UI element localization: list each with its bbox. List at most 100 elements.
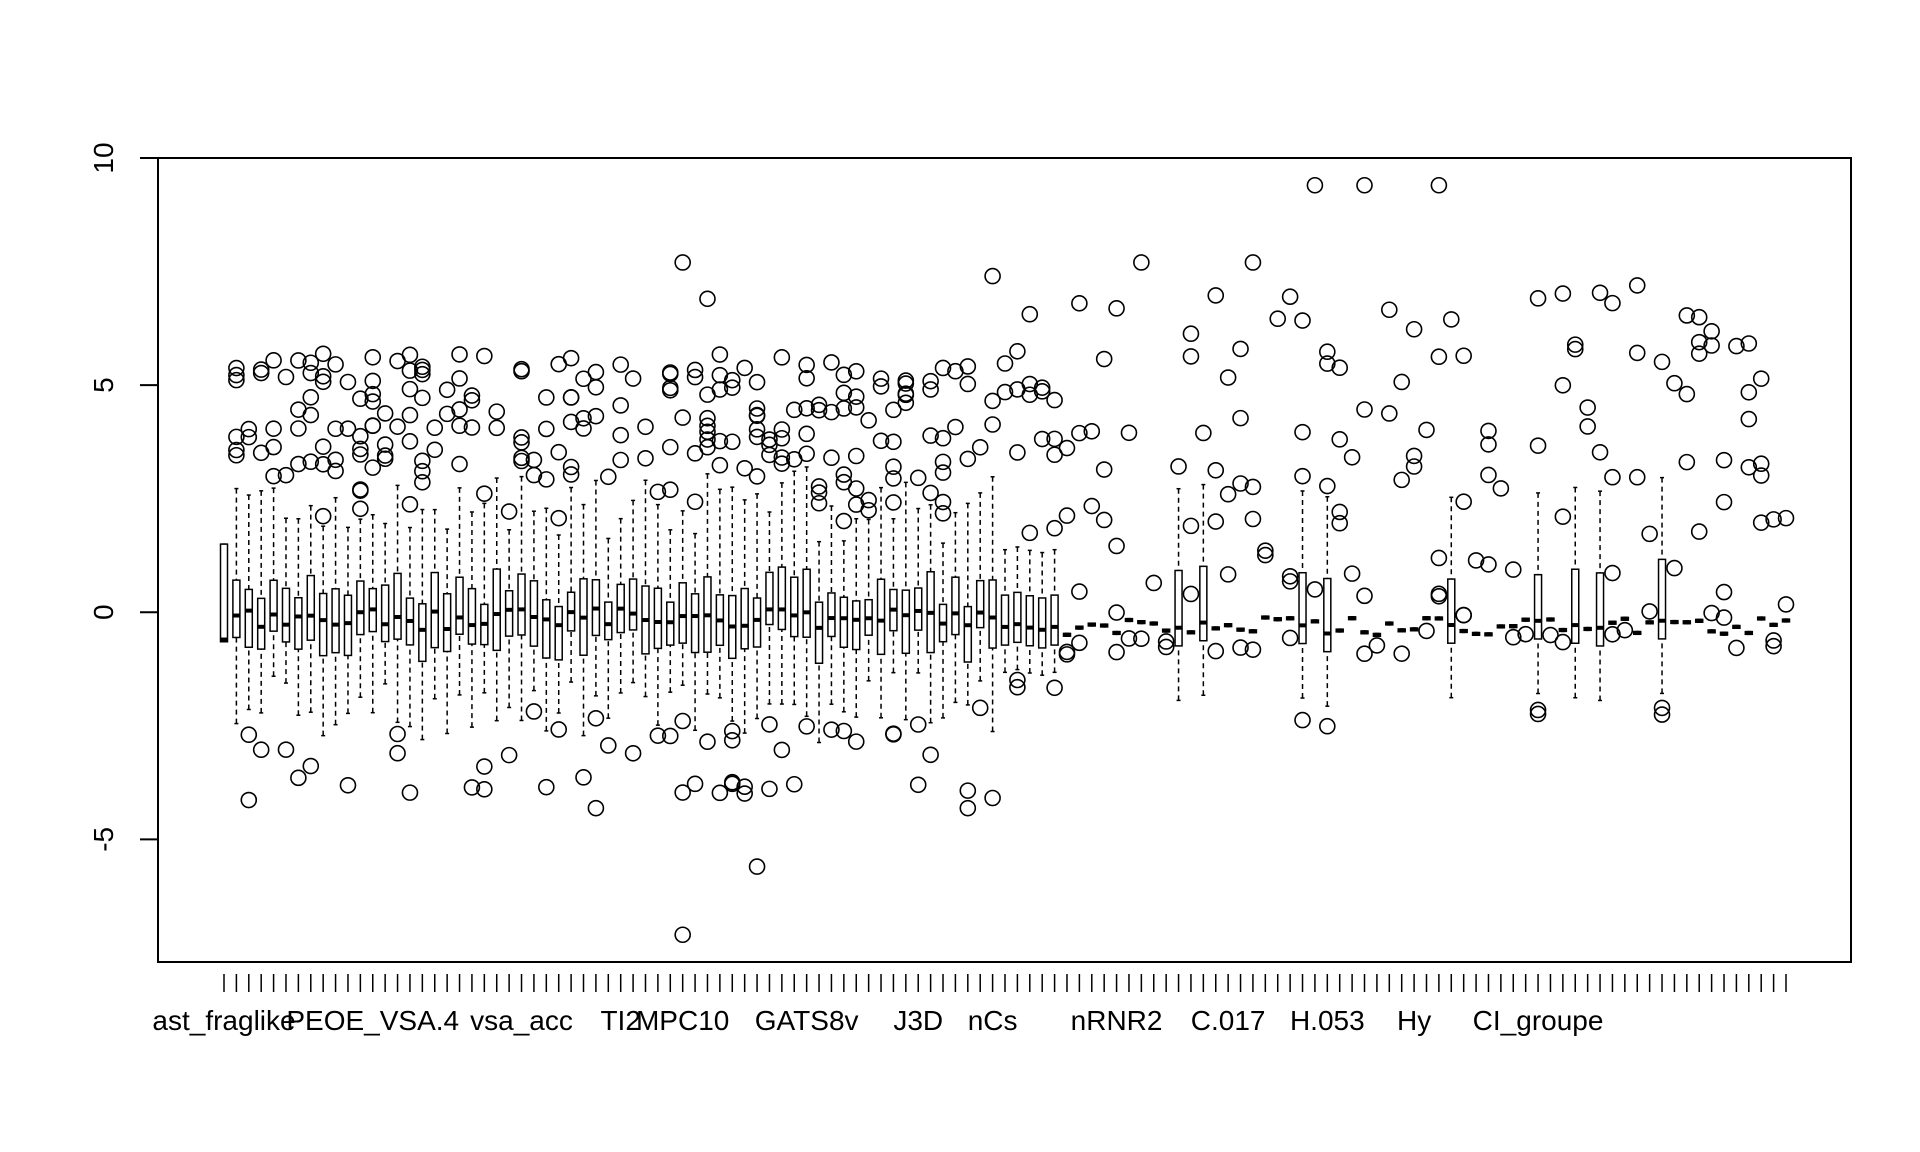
outlier-point bbox=[1207, 462, 1225, 479]
outlier-point bbox=[934, 505, 952, 522]
outlier-point bbox=[885, 470, 902, 487]
outlier-point bbox=[798, 356, 815, 374]
box-iqr bbox=[1533, 573, 1543, 640]
outlier-point bbox=[798, 718, 815, 735]
outlier-point bbox=[847, 399, 865, 416]
outlier-point bbox=[550, 443, 568, 461]
box-variable-22 bbox=[480, 502, 489, 694]
outlier-point bbox=[562, 349, 580, 367]
box-variable-14 bbox=[380, 522, 390, 685]
outlier-point bbox=[748, 406, 766, 424]
outlier-point bbox=[1095, 350, 1113, 368]
outlier-point bbox=[1232, 475, 1249, 492]
outlier-point bbox=[401, 496, 419, 513]
outlier-point bbox=[1467, 552, 1485, 569]
box-iqr bbox=[219, 543, 229, 643]
box-variable-21 bbox=[467, 511, 477, 728]
outlier-point bbox=[1492, 480, 1510, 497]
outlier-point bbox=[909, 469, 927, 487]
outlier-point bbox=[959, 358, 977, 375]
outlier-point bbox=[773, 449, 791, 466]
box-variable-59 bbox=[938, 542, 948, 719]
outlier-point bbox=[723, 731, 741, 749]
outlier-point bbox=[835, 366, 853, 384]
outlier-point bbox=[1356, 401, 1373, 418]
box-iqr bbox=[814, 601, 824, 664]
outlier-point bbox=[1071, 295, 1088, 312]
box-variable-69 bbox=[1062, 632, 1072, 637]
outlier-point bbox=[723, 773, 741, 791]
outlier-point bbox=[1765, 637, 1782, 655]
outlier-point bbox=[538, 420, 555, 438]
outlier-point bbox=[538, 778, 555, 796]
outlier-point bbox=[1765, 511, 1782, 528]
outlier-point bbox=[885, 725, 902, 742]
outlier-point bbox=[364, 417, 382, 434]
outlier-point bbox=[401, 346, 419, 364]
outlier-point bbox=[1281, 567, 1299, 585]
outlier-point bbox=[426, 441, 444, 459]
outlier-point bbox=[711, 381, 729, 398]
outlier-point bbox=[240, 726, 258, 744]
outlier-point bbox=[1232, 409, 1249, 427]
outlier-point bbox=[265, 467, 282, 485]
x-tick-label: nCs bbox=[968, 1005, 1018, 1036]
outlier-point bbox=[885, 494, 902, 511]
outlier-point bbox=[414, 389, 431, 407]
outlier-point bbox=[587, 363, 605, 381]
box-variable-33 bbox=[616, 517, 625, 694]
outlier-point bbox=[476, 347, 493, 365]
outlier-point bbox=[1331, 514, 1349, 532]
outlier-point bbox=[736, 459, 753, 477]
outlier-point bbox=[364, 393, 382, 410]
x-tick-label: TI2 bbox=[600, 1005, 640, 1036]
box-variable-71 bbox=[1087, 622, 1097, 627]
outlier-point bbox=[302, 388, 320, 406]
outlier-point bbox=[587, 709, 605, 727]
outlier-point bbox=[240, 791, 258, 809]
box-variable-17 bbox=[418, 508, 427, 741]
outlier-point bbox=[1232, 639, 1249, 656]
outlier-point bbox=[649, 483, 667, 501]
outlier-point bbox=[835, 512, 853, 530]
outlier-point bbox=[1294, 467, 1311, 485]
box-iqr bbox=[963, 605, 973, 663]
box-variable-106 bbox=[1521, 617, 1530, 622]
box-iqr bbox=[777, 566, 787, 631]
outlier-point bbox=[414, 474, 431, 491]
box-variable-123 bbox=[1732, 624, 1741, 630]
box-variable-45 bbox=[765, 511, 774, 705]
outlier-point bbox=[438, 381, 456, 399]
box-variable-31 bbox=[591, 479, 601, 697]
box-variable-88 bbox=[1298, 490, 1307, 699]
outlier-point bbox=[476, 780, 493, 798]
outlier-point bbox=[290, 420, 307, 437]
outlier-point bbox=[612, 451, 629, 469]
outlier-point bbox=[959, 375, 977, 393]
outlier-point bbox=[1529, 705, 1547, 723]
outlier-point bbox=[1455, 493, 1472, 510]
outlier-point bbox=[1480, 436, 1497, 453]
box-variable-111 bbox=[1583, 626, 1592, 632]
outlier-point bbox=[1219, 369, 1237, 386]
outlier-point bbox=[1182, 348, 1200, 365]
box-variable-94 bbox=[1372, 632, 1382, 637]
box-iqr bbox=[455, 576, 464, 635]
outlier-point bbox=[1740, 335, 1758, 352]
outlier-point bbox=[723, 371, 741, 389]
outlier-point bbox=[674, 712, 691, 730]
outlier-point bbox=[513, 449, 530, 467]
box-variable-104 bbox=[1496, 624, 1506, 629]
outlier-point bbox=[1480, 422, 1497, 440]
outlier-point bbox=[376, 450, 394, 468]
box-variable-34 bbox=[628, 499, 638, 684]
outlier-point bbox=[872, 378, 890, 395]
box-variable-81 bbox=[1211, 626, 1220, 631]
outlier-point bbox=[513, 360, 530, 378]
outlier-point bbox=[661, 727, 679, 745]
box-variable-102 bbox=[1471, 631, 1481, 637]
outlier-point bbox=[352, 482, 369, 499]
outlier-point bbox=[624, 370, 642, 387]
outlier-point bbox=[1591, 443, 1609, 461]
outlier-point bbox=[1529, 437, 1547, 454]
